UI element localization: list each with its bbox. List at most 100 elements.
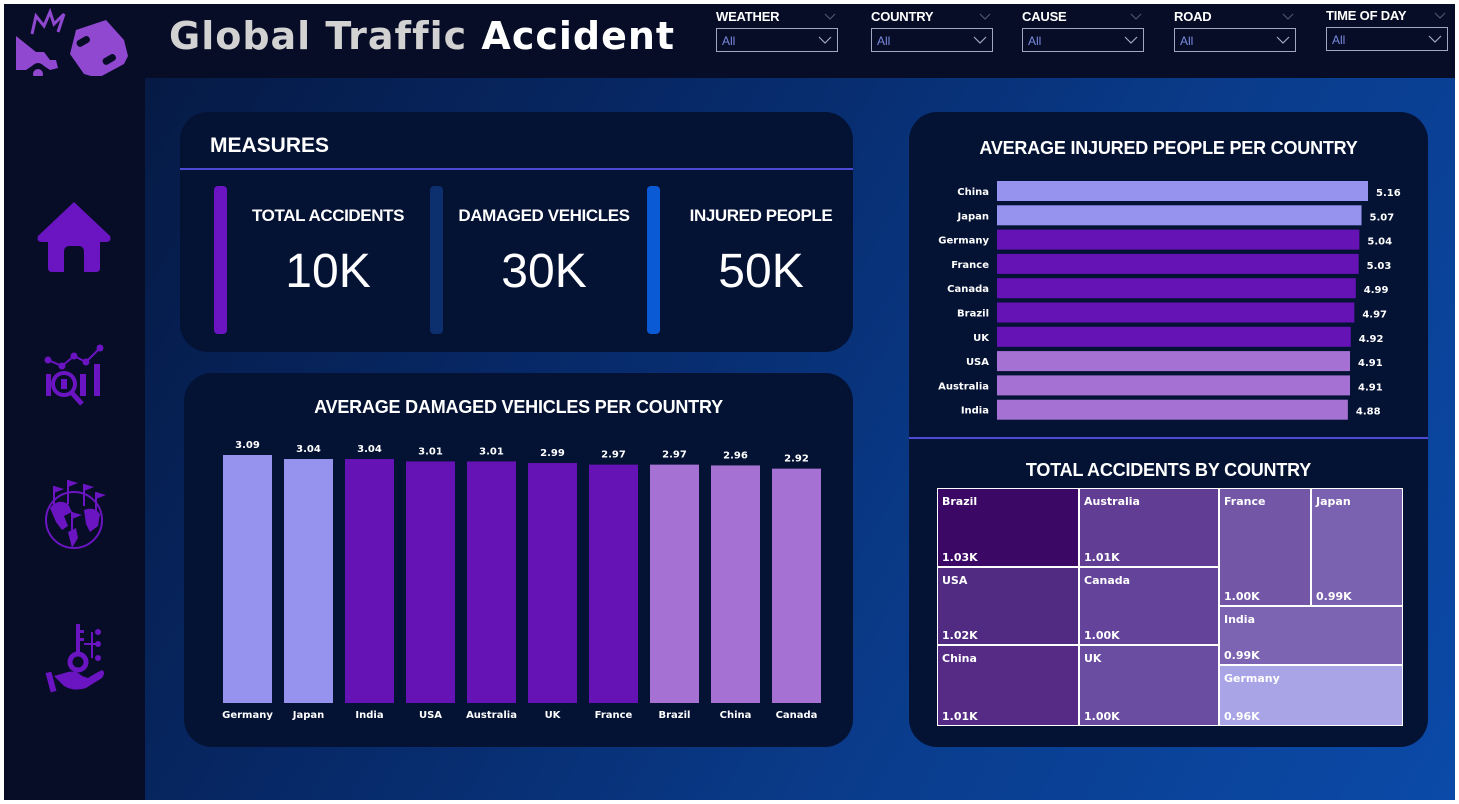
x-tick-label: Australia [466,710,517,721]
kpi-value: 30K [501,245,587,298]
data-label: 2.97 [601,450,626,461]
bar-germany[interactable] [997,229,1360,250]
y-tick-label: Japan [957,211,990,222]
chevron-down-icon[interactable] [1282,11,1294,23]
chevron-down-icon[interactable] [1130,11,1142,23]
measures-card: MEASURES TOTAL ACCIDENTS 10K DAMAGED VEH… [180,112,853,352]
slicer-label: COUNTRY [871,9,934,24]
header-bar: Global Traffic Accident WEATHER All COUN… [4,4,1455,78]
bar-japan[interactable] [997,205,1362,226]
bar-china[interactable] [997,181,1368,201]
chevron-down-icon [1124,36,1138,44]
dropdown-value: All [722,34,736,48]
y-tick-label: UK [973,333,990,344]
bar-brazil[interactable] [650,464,699,703]
home-icon[interactable] [34,198,114,278]
x-tick-label: Japan [292,710,325,721]
x-tick-label: France [595,710,633,721]
bar-uk[interactable] [997,326,1351,347]
slicer-country: COUNTRY All [871,10,993,52]
data-label: 3.01 [418,446,443,457]
chevron-down-icon[interactable] [824,11,836,23]
treemap-tile-china[interactable]: China 1.01K [938,646,1078,725]
tile-label: Germany [1224,672,1280,685]
data-label: 2.99 [540,448,565,459]
cause-dropdown[interactable]: All [1022,28,1144,52]
analytics-icon[interactable] [34,340,114,420]
data-label: 5.07 [1370,212,1395,223]
tile-value: 1.00K [1084,629,1120,642]
treemap-tile-france[interactable]: France 1.00K [1220,489,1310,605]
chart-title: AVERAGE DAMAGED VEHICLES PER COUNTRY [314,397,723,417]
dropdown-value: All [1332,33,1346,47]
chevron-down-icon[interactable] [1434,10,1446,22]
y-tick-label: India [961,406,989,417]
bar-china[interactable] [711,465,760,703]
data-label: 4.92 [1359,334,1384,345]
tile-label: Canada [1084,574,1131,587]
treemap-tile-germany[interactable]: Germany 0.96K [1220,666,1402,725]
data-label: 5.03 [1367,261,1392,272]
chevron-down-icon [973,36,987,44]
treemap-tile-india[interactable]: India 0.99K [1220,607,1402,664]
chart-title: AVERAGE INJURED PEOPLE PER COUNTRY [979,138,1358,158]
damaged-vehicles-chart-card: AVERAGE DAMAGED VEHICLES PER COUNTRY 3.0… [184,373,853,747]
treemap-tile-canada[interactable]: Canada 1.00K [1080,568,1218,644]
damaged-vehicles-column-chart: 3.09 Germany 3.04 Japan 3.04 India 3.01 USA 3.01… [222,440,821,721]
y-tick-label: Brazil [957,309,989,320]
bar-usa[interactable] [997,351,1351,372]
accidents-treemap: Brazil 1.03K USA 1.02K China 1.01K Australia 1.… [937,488,1403,726]
data-label: 2.97 [662,450,687,461]
tile-value: 1.02K [942,629,978,642]
divider [180,168,853,170]
bar-india[interactable] [345,459,394,703]
slicer-label: TIME OF DAY [1326,8,1407,23]
tile-value: 1.01K [1084,551,1120,564]
data-label: 2.92 [784,454,809,465]
country-dropdown[interactable]: All [871,28,993,52]
bar-uk[interactable] [528,463,577,703]
weather-dropdown[interactable]: All [716,28,838,52]
sidebar-nav [4,78,145,800]
treemap-tile-australia[interactable]: Australia 1.01K [1080,489,1218,566]
data-label: 3.09 [235,440,260,451]
bar-brazil[interactable] [997,302,1355,323]
bar-india[interactable] [997,399,1348,420]
slicer-cause: CAUSE All [1022,10,1144,52]
slicer-label: ROAD [1174,9,1212,24]
time-of-day-dropdown[interactable]: All [1326,27,1448,51]
kpi-value: 10K [285,245,371,298]
road-dropdown[interactable]: All [1174,28,1296,52]
data-label: 5.16 [1376,188,1401,199]
tile-value: 0.96K [1224,710,1260,723]
page-title-part2: Accident [481,14,676,58]
slicer-label: WEATHER [716,9,780,24]
tile-label: France [1224,495,1266,508]
globe-flags-icon[interactable] [34,476,114,556]
tile-value: 1.00K [1084,710,1120,723]
kpi-injured-people: INJURED PEOPLE 50K [647,186,862,334]
bar-france[interactable] [997,253,1359,274]
bar-australia[interactable] [467,461,516,703]
chevron-down-icon[interactable] [979,11,991,23]
bar-germany[interactable] [223,455,272,703]
tile-label: India [1224,613,1255,626]
page-title-part1: Global Traffic [169,14,468,58]
bar-canada[interactable] [997,278,1356,299]
y-tick-label: Canada [947,284,989,295]
treemap-tile-brazil[interactable]: Brazil 1.03K [938,489,1078,566]
data-label: 4.97 [1362,310,1387,321]
treemap-tile-usa[interactable]: USA 1.02K [938,568,1078,644]
bar-canada[interactable] [772,468,821,703]
bar-france[interactable] [589,464,638,703]
measures-title: MEASURES [210,134,330,157]
bar-usa[interactable] [406,461,455,703]
chevron-down-icon [1276,36,1290,44]
bar-australia[interactable] [997,375,1351,396]
treemap-tile-uk[interactable]: UK 1.00K [1080,646,1218,725]
bar-japan[interactable] [284,459,333,703]
key-hand-icon[interactable] [34,618,114,698]
treemap-tile-japan[interactable]: Japan 0.99K [1312,489,1402,605]
kpi-damaged-vehicles: DAMAGED VEHICLES 30K [430,186,645,334]
slicer-time-of-day: TIME OF DAY All [1326,9,1448,51]
